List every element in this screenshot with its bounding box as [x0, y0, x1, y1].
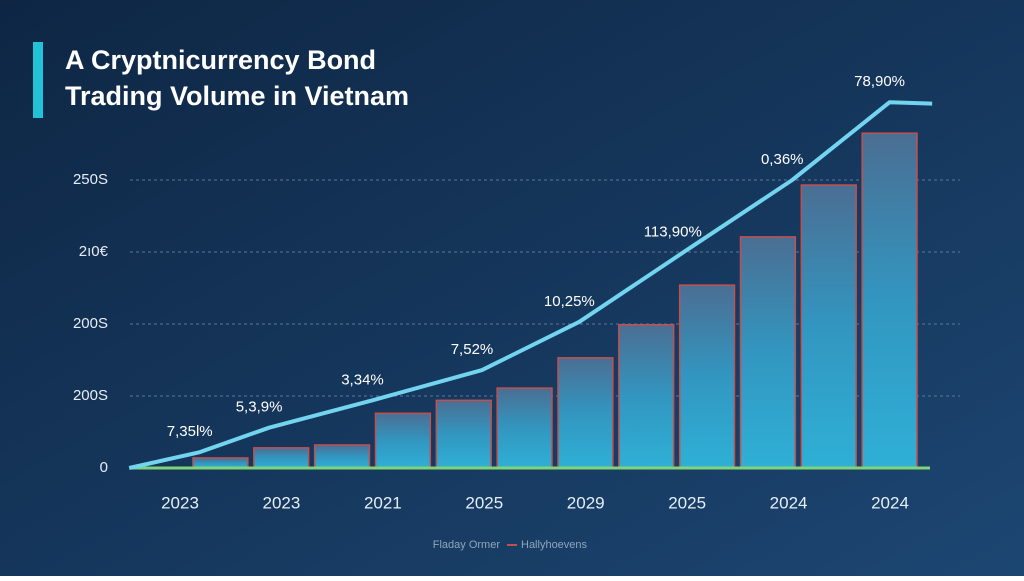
legend-label: Hallyhoevens: [521, 539, 588, 551]
y-tick-label: 250S: [73, 171, 108, 188]
x-tick-label: 2025: [668, 493, 706, 512]
bar: [435, 399, 492, 469]
bar: [374, 412, 432, 469]
annotation: 10,25%: [544, 293, 595, 310]
x-tick-label: 2024: [871, 493, 909, 512]
annotation: 7,35l%: [167, 423, 213, 440]
x-tick-label: 2024: [770, 493, 808, 512]
x-tick-label: 2023: [161, 493, 199, 512]
chart-title: A Cryptnicurrency Bond: [65, 45, 376, 75]
y-tick-label: 200S: [73, 315, 108, 332]
accent-bar: [33, 42, 43, 118]
bar: [557, 357, 614, 469]
legend-label: Fladay Ormer: [433, 539, 501, 551]
bar: [739, 236, 797, 469]
annotation: 7,52%: [451, 341, 494, 358]
bar: [861, 132, 918, 469]
annotation: 3,34%: [341, 371, 384, 388]
x-tick-label: 2021: [364, 493, 402, 512]
chart-title: Trading Volume in Vietnam: [65, 81, 409, 111]
bar: [678, 284, 736, 469]
annotation: 0,36%: [761, 151, 804, 168]
annotation: 113,90%: [644, 224, 702, 241]
bar: [192, 457, 249, 469]
x-tick-label: 2023: [263, 493, 301, 512]
y-tick-label: 0: [100, 459, 108, 476]
trend-line: [128, 100, 933, 470]
bar: [800, 184, 857, 469]
bar: [618, 323, 675, 469]
y-tick-label: 2ı0€: [79, 243, 109, 260]
x-tick-label: 2029: [567, 493, 605, 512]
bar: [496, 387, 553, 469]
bar: [253, 447, 310, 469]
x-tick-label: 2025: [465, 493, 503, 512]
y-tick-label: 200S: [73, 387, 108, 404]
annotation: 5,3,9%: [236, 399, 283, 416]
bar: [313, 444, 371, 469]
annotation: 78,90%: [854, 73, 905, 90]
